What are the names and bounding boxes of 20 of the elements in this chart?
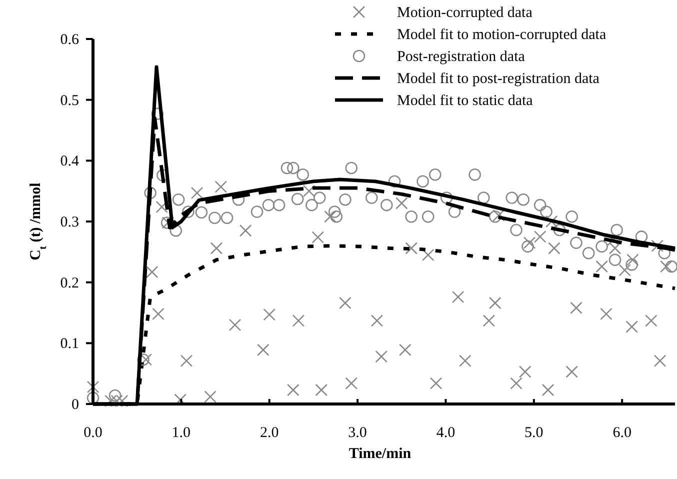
- x-tick-label: 0.0: [84, 425, 102, 441]
- y-tick-label: 0.1: [60, 336, 79, 352]
- legend-label: Post-registration data: [397, 49, 526, 65]
- y-tick-label: 0.3: [60, 214, 79, 230]
- y-tick-label: 0.5: [60, 92, 79, 109]
- y-tick-label: 0.2: [60, 275, 79, 292]
- x-tick-label: 2.0: [260, 425, 279, 441]
- x-tick-label: 4.0: [436, 425, 456, 441]
- legend-label: Model fit to post-registration data: [397, 71, 600, 87]
- legend-label: Model fit to motion-corrupted data: [397, 27, 606, 43]
- x-tick-label: 5.0: [524, 425, 544, 441]
- legend-label: Model fit to static data: [397, 93, 534, 109]
- y-tick-label: 0: [72, 397, 79, 413]
- y-tick-label: 0.6: [60, 32, 80, 48]
- legend-label: Motion-corrupted data: [397, 5, 533, 21]
- y-tick-label: 0.4: [60, 154, 80, 170]
- x-tick-label: 3.0: [348, 425, 367, 441]
- x-tick-label: 6.0: [612, 425, 632, 441]
- x-tick-label: 1.0: [172, 425, 191, 441]
- x-axis-title: Time/min: [348, 446, 412, 462]
